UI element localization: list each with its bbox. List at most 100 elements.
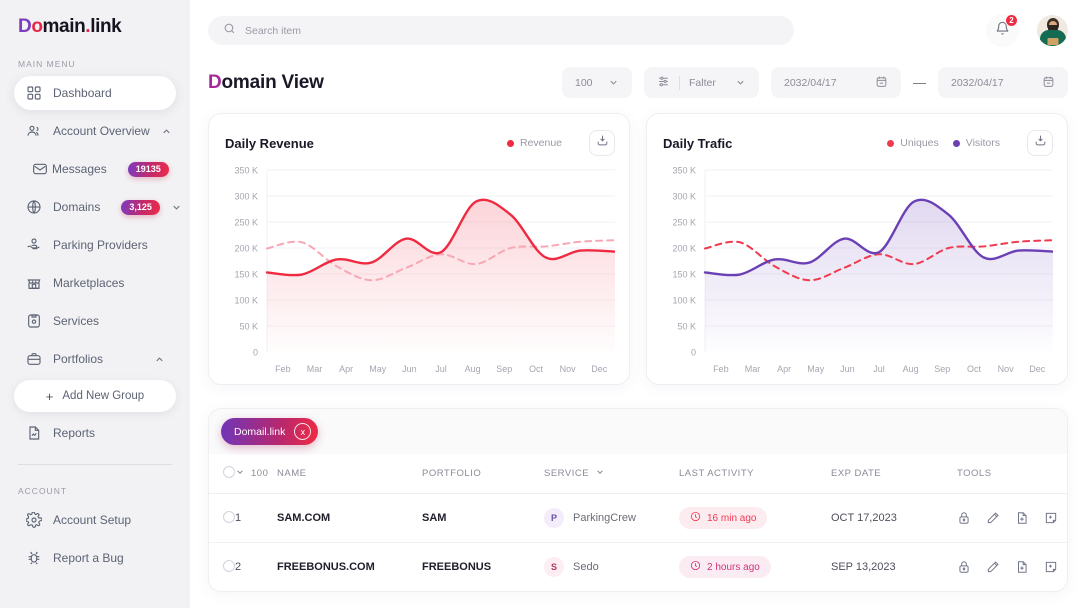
filter-chip-label: Domail.link (234, 425, 286, 438)
top-bar: Search item 2 (190, 0, 1088, 47)
brand-letter-o: o (31, 16, 43, 37)
chevron-up-icon[interactable] (154, 354, 165, 365)
row-index: 1 (235, 493, 277, 543)
brand-dot: . (85, 16, 91, 37)
service-name: Sedo (573, 561, 599, 573)
sidebar-item-label: Portfolios (53, 352, 104, 366)
add-new-group-button[interactable]: + Add New Group (14, 380, 176, 412)
chart-x-axis: Feb Mar Apr May Jun Jul Aug Sep Oct Nov Dec (267, 364, 615, 374)
date-from-input[interactable]: 2032/04/17 (771, 67, 901, 98)
sidebar-item-label: Reports (53, 426, 96, 440)
sidebar-item-portfolios[interactable]: Portfolios (14, 342, 176, 376)
svg-text:0: 0 (253, 347, 258, 357)
clock-icon (690, 560, 701, 574)
sidebar-item-report-a-bug[interactable]: Report a Bug (14, 541, 176, 575)
x-tick-label: Jun (840, 364, 855, 374)
chart-title: Daily Trafic (663, 135, 733, 151)
column-header-service[interactable]: SERVICE (544, 454, 679, 494)
brand-link: link (90, 16, 122, 37)
x-tick-label: Oct (528, 364, 543, 374)
x-tick-label: Nov (997, 364, 1014, 374)
row-service: S Sedo (544, 543, 679, 592)
sidebar-item-label: Account Overview (53, 124, 150, 138)
sidebar-item-services[interactable]: Services (14, 304, 176, 338)
sidebar-item-domains[interactable]: Domains 3,125 (14, 190, 180, 224)
chevron-down-icon (735, 77, 746, 88)
chevron-down-icon (595, 467, 605, 480)
sidebar-item-reports[interactable]: Reports (14, 416, 176, 450)
sidebar-item-marketplaces[interactable]: Marketplaces (14, 266, 176, 300)
chevron-up-icon[interactable] (161, 126, 172, 137)
activity-text: 2 hours ago (707, 561, 760, 573)
sidebar-item-account-overview[interactable]: Account Overview (14, 114, 176, 148)
x-tick-label: Dec (1029, 364, 1046, 374)
download-icon (596, 134, 609, 152)
row-select-cell (209, 493, 235, 543)
sidebar-section-main: MAIN MENU (18, 59, 76, 69)
legend-item-visitors: Visitors (952, 137, 1000, 149)
x-tick-label: Mar (744, 364, 761, 374)
chart-plot-area: 0 50 K 100 K 150 K 200 K 250 K 300 K 350 K Feb Ma… (663, 162, 1053, 374)
x-tick-label: Apr (777, 364, 792, 374)
svg-text:150 K: 150 K (234, 269, 258, 279)
search-placeholder: Search item (245, 24, 302, 37)
column-header-portfolio[interactable]: PORTFOLIO (422, 454, 544, 494)
table-row[interactable]: 1 SAM.COM SAM P ParkingCrew 16 min ago OCT 17,… (209, 493, 1067, 543)
edit-icon[interactable] (986, 511, 1000, 525)
lock-icon[interactable] (957, 560, 971, 574)
notifications-button[interactable]: 2 (986, 14, 1019, 47)
select-all-checkbox[interactable] (223, 466, 235, 478)
filter-chip[interactable]: Domail.link x (221, 418, 319, 445)
sidebar-item-account-setup[interactable]: Account Setup (14, 503, 176, 537)
sidebar-item-label: Account Setup (53, 513, 132, 527)
envelope-icon (31, 161, 48, 178)
row-checkbox[interactable] (223, 510, 235, 523)
filter-select[interactable]: Falter (644, 67, 759, 98)
svg-text:350 K: 350 K (672, 165, 696, 175)
row-portfolio: SAM (422, 493, 544, 543)
service-initial-badge: P (544, 508, 564, 528)
svg-text:0: 0 (691, 347, 696, 357)
main-content: Search item 2 Dom (190, 0, 1088, 608)
chevron-down-icon (235, 467, 245, 480)
svg-text:300 K: 300 K (672, 191, 696, 201)
brand-logo[interactable]: Domain.link (14, 0, 176, 38)
date-to-input[interactable]: 2032/04/17 (938, 67, 1068, 98)
avatar[interactable] (1037, 15, 1068, 46)
close-icon[interactable]: x (294, 423, 312, 440)
sidebar-item-dashboard[interactable]: Dashboard (14, 76, 176, 110)
file-plus-icon[interactable] (1015, 560, 1029, 574)
date-to-value: 2032/04/17 (951, 76, 1004, 89)
sidebar-item-messages[interactable]: Messages 19135 (14, 152, 176, 186)
table-row[interactable]: 2 FREEBONUS.COM FREEBONUS S Sedo 2 hours ago S… (209, 543, 1067, 592)
lock-icon[interactable] (957, 511, 971, 525)
column-header-last-activity[interactable]: LAST ACTIVITY (679, 454, 831, 494)
chart-legend: Uniques Visitors (887, 130, 1053, 156)
chevron-down-icon[interactable] (171, 202, 182, 213)
search-input[interactable]: Search item (208, 16, 794, 45)
row-count-select[interactable]: 100 (562, 67, 632, 98)
date-from-value: 2032/04/17 (784, 76, 837, 89)
download-chart-button[interactable] (1027, 130, 1053, 156)
column-header-exp-date[interactable]: EXP DATE (831, 454, 957, 494)
count-header[interactable]: 100 (235, 454, 277, 494)
edit-icon[interactable] (986, 560, 1000, 574)
daily-trafic-card: Daily Trafic Uniques Visitors (646, 113, 1068, 385)
file-plus-icon[interactable] (1015, 511, 1029, 525)
globe-icon (25, 199, 42, 216)
sidebar-item-parking-providers[interactable]: Parking Providers (14, 228, 176, 262)
calendar-icon (1042, 75, 1055, 91)
row-checkbox[interactable] (223, 559, 235, 572)
select-count-label: 100 (251, 468, 269, 479)
legend-dot-icon (887, 139, 895, 147)
download-chart-button[interactable] (589, 130, 615, 156)
note-plus-icon[interactable] (1044, 511, 1058, 525)
column-header-name[interactable]: NAME (277, 454, 422, 494)
bug-icon (25, 550, 42, 567)
storefront-icon (25, 275, 42, 292)
chart-plot-area: 0 50 K 100 K 150 K 200 K 250 K 300 K 350 K Feb Ma… (225, 162, 615, 374)
note-plus-icon[interactable] (1044, 560, 1058, 574)
brand-letter-d: D (18, 16, 32, 37)
briefcase-icon (25, 351, 42, 368)
